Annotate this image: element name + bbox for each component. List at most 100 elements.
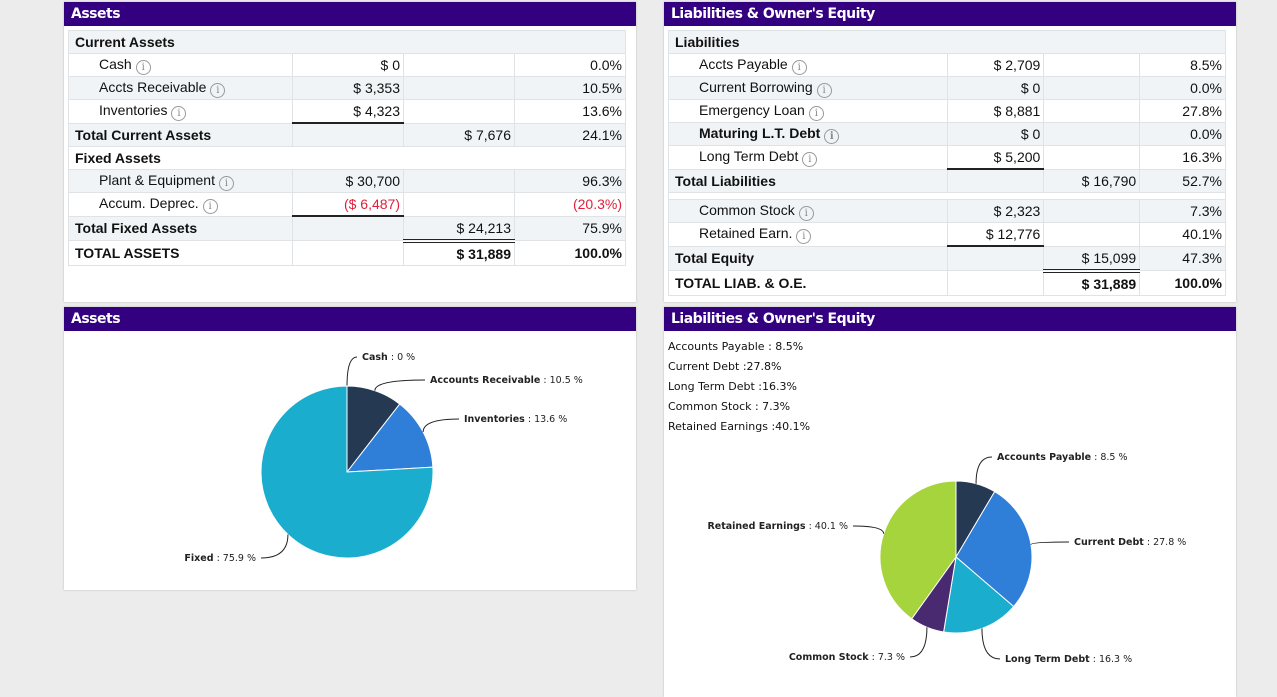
amount-cell bbox=[403, 53, 515, 77]
table-row: Accts Receivable i $ 3,353 10.5% bbox=[68, 76, 626, 100]
row-label-text: Current Assets bbox=[75, 34, 175, 50]
amount-cell: $ 2,323 bbox=[947, 199, 1045, 223]
info-icon[interactable]: i bbox=[218, 175, 234, 191]
percent-cell: 100.0% bbox=[1139, 270, 1226, 296]
row-label: Total Current Assets bbox=[68, 122, 293, 147]
amount-cell bbox=[292, 122, 404, 147]
table-row: Liabilities bbox=[668, 30, 1226, 54]
slice-label: Accounts Payable : 8.5 % bbox=[997, 452, 1128, 463]
row-label: Total Liabilities bbox=[667, 168, 949, 193]
panel-title: Assets bbox=[64, 2, 636, 26]
pie-slice[interactable] bbox=[943, 556, 1015, 634]
legend-item: Long Term Debt :16.3% bbox=[668, 380, 797, 393]
liabilities-panel: Liabilities & Owner's Equity Liabilities… bbox=[664, 2, 1236, 302]
amount-cell bbox=[1043, 122, 1141, 146]
info-icon[interactable]: i bbox=[202, 198, 218, 214]
pie-slice[interactable] bbox=[879, 480, 957, 620]
info-icon[interactable]: i bbox=[135, 59, 151, 75]
row-label-text: Accts Receivable bbox=[99, 78, 207, 95]
info-icon[interactable]: i bbox=[808, 105, 824, 121]
row-label: Retained Earn. i bbox=[667, 222, 949, 247]
amount-cell: $ 5,200 bbox=[947, 145, 1045, 170]
amount-cell bbox=[403, 192, 515, 217]
table-row: Total Current Assets $ 7,676 24.1% bbox=[68, 122, 626, 147]
info-icon[interactable]: i bbox=[824, 128, 840, 144]
panel-title: Assets bbox=[64, 307, 636, 331]
row-label-text: Total Liabilities bbox=[675, 172, 776, 189]
pie-slice[interactable] bbox=[955, 490, 1033, 608]
amount-cell bbox=[1043, 53, 1141, 77]
row-label: TOTAL LIAB. & O.E. bbox=[667, 270, 949, 296]
leader-line bbox=[1030, 541, 1070, 546]
percent-cell: 24.1% bbox=[514, 122, 626, 147]
percent-cell: 40.1% bbox=[1139, 222, 1226, 247]
percent-cell: 0.0% bbox=[1139, 122, 1226, 146]
amount-cell bbox=[947, 168, 1045, 193]
amount-cell: $ 3,353 bbox=[292, 76, 404, 100]
row-label: Long Term Debt i bbox=[667, 145, 949, 170]
leader-line bbox=[422, 418, 460, 433]
row-label-text: Emergency Loan bbox=[699, 101, 805, 118]
table-row: Total Fixed Assets $ 24,213 75.9% bbox=[68, 215, 626, 243]
row-label: Total Fixed Assets bbox=[68, 215, 293, 241]
table-row: Common Stock i $ 2,323 7.3% bbox=[667, 199, 1226, 223]
slice-label: Retained Earnings : 40.1 % bbox=[707, 521, 848, 532]
row-label-text: Maturing L.T. Debt bbox=[699, 124, 821, 141]
percent-cell: 96.3% bbox=[514, 169, 626, 193]
amount-cell bbox=[292, 240, 404, 266]
row-label-text: Accts Payable bbox=[699, 55, 788, 72]
row-label-text: Fixed Assets bbox=[75, 150, 161, 166]
row-label-text: Inventories bbox=[99, 101, 168, 118]
amount-cell bbox=[1043, 199, 1141, 223]
legend-item: Retained Earnings :40.1% bbox=[668, 420, 811, 433]
table-row bbox=[668, 192, 1226, 200]
percent-cell: 7.3% bbox=[1139, 199, 1226, 223]
info-icon[interactable]: i bbox=[816, 82, 832, 98]
table-row: Accts Payable i $ 2,709 8.5% bbox=[667, 53, 1226, 77]
liabilities-table: Liabilities Accts Payable i $ 2,709 8.5% Curr… bbox=[667, 30, 1226, 296]
row-label: Fixed Assets bbox=[68, 146, 626, 170]
row-label-text: Liabilities bbox=[675, 34, 740, 50]
row-label: Current Borrowing i bbox=[667, 76, 949, 100]
info-icon[interactable]: i bbox=[171, 105, 187, 121]
row-label: Liabilities bbox=[668, 30, 1226, 54]
amount-cell: $ 15,099 bbox=[1043, 245, 1141, 273]
table-row: Total Liabilities $ 16,790 52.7% bbox=[667, 168, 1226, 193]
percent-cell: 13.6% bbox=[514, 99, 626, 124]
row-label-text: Current Borrowing bbox=[699, 78, 813, 95]
table-row: Total Equity $ 15,099 47.3% bbox=[667, 245, 1226, 273]
row-label-text: Total Fixed Assets bbox=[75, 220, 198, 237]
amount-cell: $ 0 bbox=[947, 76, 1045, 100]
table-row: Retained Earn. i $ 12,776 40.1% bbox=[667, 222, 1226, 247]
table-row: Emergency Loan i $ 8,881 27.8% bbox=[667, 99, 1226, 123]
loe-chart-panel: Liabilities & Owner's Equity Accounts Pa… bbox=[664, 307, 1236, 697]
percent-cell: 75.9% bbox=[514, 215, 626, 241]
percent-cell: 100.0% bbox=[514, 240, 626, 266]
table-row: Long Term Debt i $ 5,200 16.3% bbox=[667, 145, 1226, 170]
leader-line bbox=[260, 534, 289, 559]
table-row: Inventories i $ 4,323 13.6% bbox=[68, 99, 626, 124]
leader-line bbox=[374, 379, 426, 391]
info-icon[interactable]: i bbox=[798, 205, 814, 221]
amount-cell bbox=[403, 99, 515, 124]
info-icon[interactable]: i bbox=[791, 59, 807, 75]
amount-cell bbox=[947, 245, 1045, 271]
row-label-text: TOTAL ASSETS bbox=[75, 244, 180, 261]
info-icon[interactable]: i bbox=[802, 151, 818, 167]
percent-cell: 10.5% bbox=[514, 76, 626, 100]
table-row: TOTAL ASSETS $ 31,889 100.0% bbox=[68, 240, 626, 266]
row-label-text: Long Term Debt bbox=[699, 147, 799, 164]
amount-cell bbox=[403, 169, 515, 193]
row-label: Maturing L.T. Debt i bbox=[667, 122, 949, 146]
amount-cell bbox=[1043, 76, 1141, 100]
leader-line bbox=[852, 525, 885, 534]
slice-label: Inventories : 13.6 % bbox=[464, 414, 567, 425]
amount-cell: $ 2,709 bbox=[947, 53, 1045, 77]
row-label-text: Accum. Deprec. bbox=[99, 194, 199, 211]
amount-cell bbox=[1043, 222, 1141, 247]
info-icon[interactable]: i bbox=[210, 82, 226, 98]
row-label: Accts Payable i bbox=[667, 53, 949, 77]
leader-line bbox=[981, 628, 1001, 660]
info-icon[interactable]: i bbox=[796, 228, 812, 244]
leader-line bbox=[975, 456, 993, 484]
